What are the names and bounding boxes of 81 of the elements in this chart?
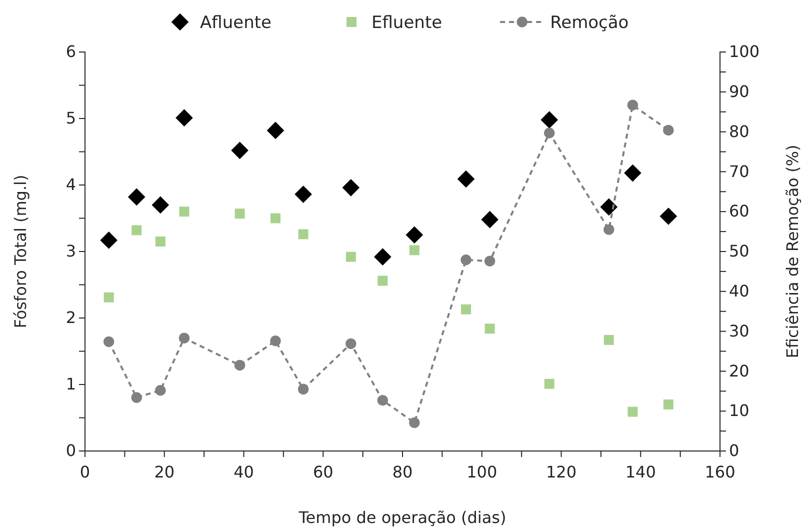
point bbox=[298, 384, 309, 394]
point bbox=[152, 196, 170, 214]
point bbox=[179, 206, 190, 217]
point bbox=[540, 111, 558, 128]
x-tick-label: 140 bbox=[625, 462, 656, 482]
point bbox=[131, 392, 142, 403]
point bbox=[155, 236, 166, 247]
legend-label: Efluente bbox=[371, 13, 442, 33]
y2-tick-label: 10 bbox=[729, 401, 750, 420]
point bbox=[294, 186, 312, 203]
point bbox=[604, 224, 614, 235]
x-tick-label: 160 bbox=[704, 462, 736, 482]
y2-tick-label: 80 bbox=[729, 122, 750, 141]
y2-tick-label: 0 bbox=[729, 441, 740, 460]
point bbox=[270, 336, 281, 346]
x-tick-label: 40 bbox=[234, 462, 254, 482]
point bbox=[457, 170, 475, 188]
point bbox=[481, 210, 498, 228]
point bbox=[104, 292, 114, 302]
x-tick-label: 100 bbox=[466, 462, 498, 482]
point bbox=[374, 248, 392, 266]
point bbox=[627, 100, 638, 110]
legend-label: Afluente bbox=[200, 13, 272, 33]
y2-tick-label: 20 bbox=[729, 361, 750, 380]
point bbox=[663, 124, 674, 136]
x-tick-label: 80 bbox=[392, 462, 413, 482]
point bbox=[270, 213, 280, 224]
point bbox=[484, 324, 495, 334]
legend-label: Remoção bbox=[550, 13, 629, 33]
point bbox=[266, 122, 284, 140]
x-tick-label: 0 bbox=[80, 462, 90, 482]
point bbox=[406, 226, 424, 244]
y-tick-label: 6 bbox=[66, 42, 76, 62]
point bbox=[377, 394, 388, 406]
y2-tick-label: 40 bbox=[729, 282, 750, 301]
y2-tick-label: 70 bbox=[729, 162, 750, 181]
x-tick-label: 120 bbox=[546, 462, 577, 482]
y-tick-label: 2 bbox=[66, 308, 76, 328]
point bbox=[460, 254, 472, 266]
point bbox=[342, 179, 360, 196]
point bbox=[298, 229, 308, 240]
point bbox=[176, 109, 193, 126]
y-axis-title: Fósforo Total (mg.l) bbox=[11, 174, 30, 328]
point bbox=[178, 332, 190, 344]
point bbox=[663, 399, 674, 410]
y-tick-label: 4 bbox=[66, 175, 76, 194]
point bbox=[544, 128, 555, 138]
point bbox=[378, 276, 388, 286]
point bbox=[234, 360, 246, 371]
point bbox=[600, 198, 618, 216]
point bbox=[604, 334, 614, 345]
point bbox=[409, 417, 420, 428]
point bbox=[128, 188, 146, 206]
point bbox=[409, 245, 420, 256]
point bbox=[100, 232, 118, 249]
point bbox=[103, 336, 114, 348]
y2-tick-label: 60 bbox=[729, 202, 750, 221]
point bbox=[346, 252, 356, 262]
x-tick-label: 60 bbox=[312, 462, 334, 482]
point bbox=[234, 208, 245, 219]
point bbox=[544, 378, 554, 389]
x-tick-label: 20 bbox=[154, 462, 175, 482]
y2-tick-label: 90 bbox=[729, 82, 750, 102]
y2-axis-title: Eficiência de Remoção (%) bbox=[783, 144, 802, 358]
point bbox=[624, 164, 642, 182]
point bbox=[461, 304, 471, 314]
y2-tick-label: 50 bbox=[729, 242, 750, 261]
point bbox=[132, 225, 142, 236]
y-tick-label: 5 bbox=[66, 108, 76, 128]
point bbox=[660, 208, 678, 225]
y2-tick-label: 100 bbox=[729, 42, 760, 62]
point bbox=[155, 385, 166, 396]
point bbox=[628, 406, 638, 417]
x-axis-title: Tempo de operação (dias) bbox=[298, 508, 506, 527]
point bbox=[484, 256, 496, 266]
y-tick-label: 0 bbox=[66, 441, 76, 460]
y-tick-label: 1 bbox=[66, 374, 76, 394]
point bbox=[346, 338, 356, 350]
y-tick-label: 3 bbox=[66, 242, 76, 261]
y2-tick-label: 30 bbox=[729, 321, 750, 340]
point bbox=[231, 142, 248, 160]
